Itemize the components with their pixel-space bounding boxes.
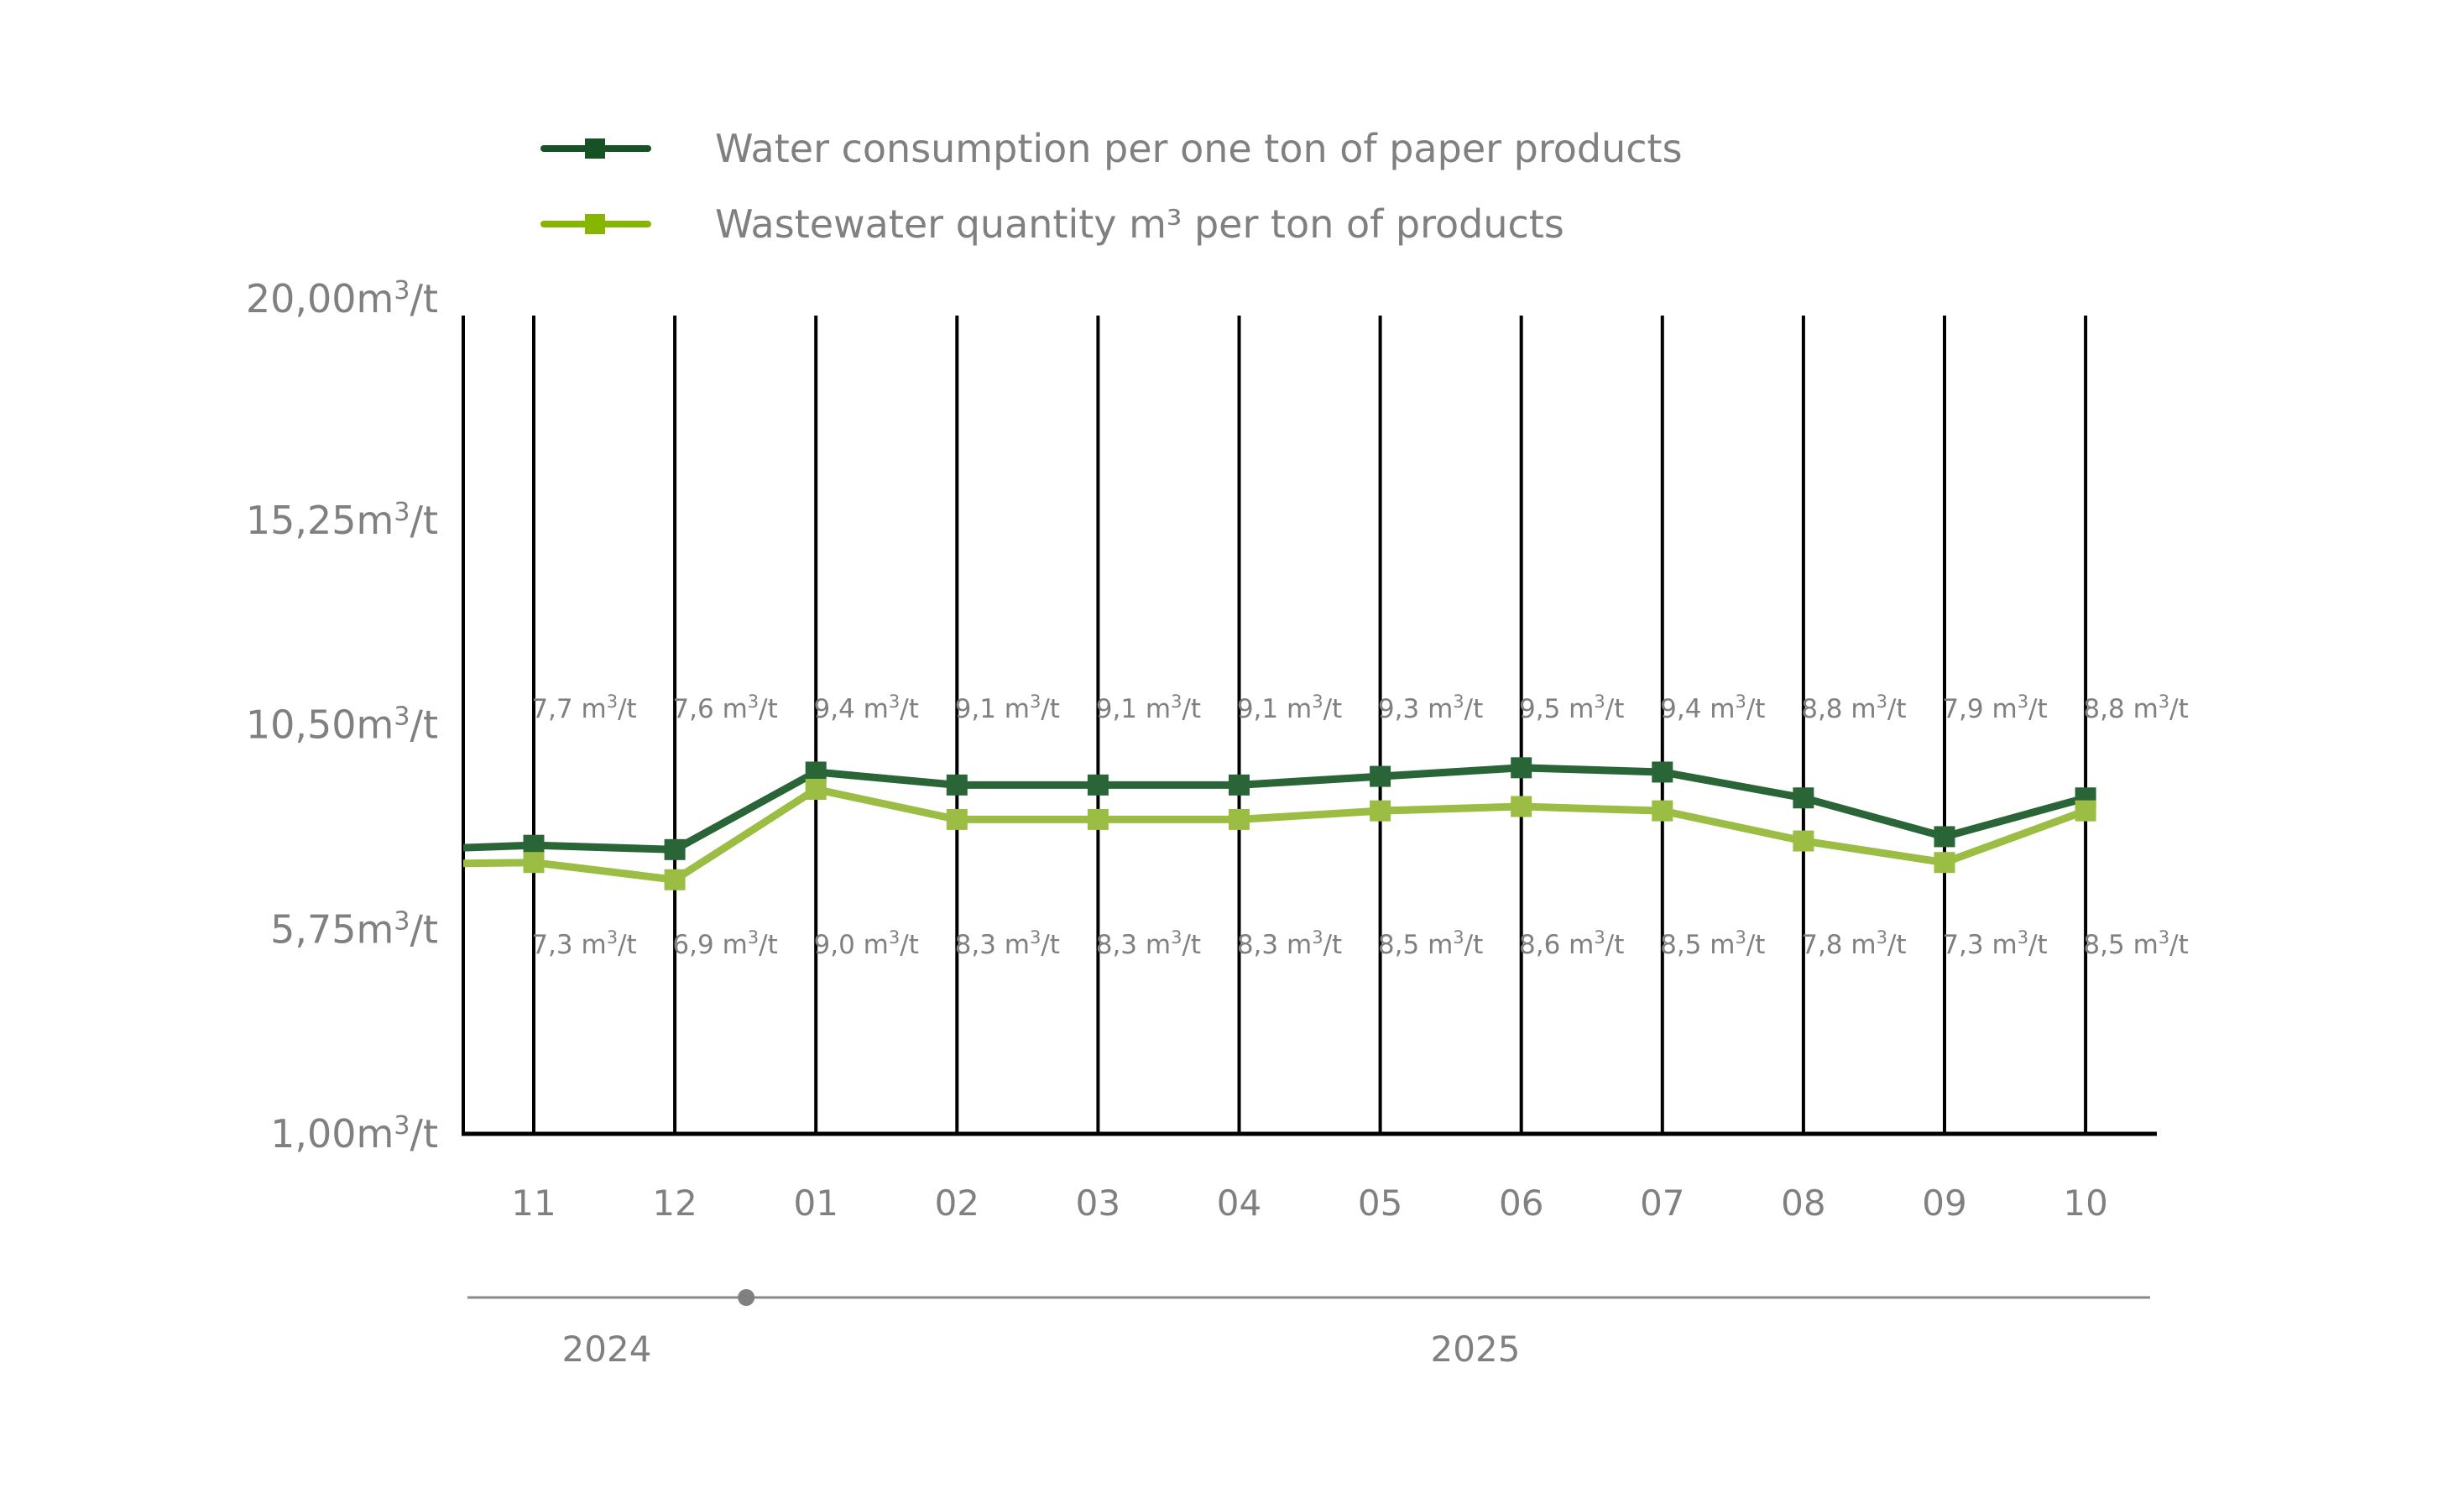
data-labels: 7,7 m3/t 7,6 m3/t 9,4 m3/t 9,1 m3/t 9,1 m3/t… (531, 692, 2188, 960)
data-label-wastewater: 8,5 m3/t (1378, 927, 1483, 960)
data-point-marker-12 (664, 838, 686, 860)
data-point-marker-10 (2075, 800, 2096, 822)
data-point-marker-02 (946, 808, 968, 830)
data-label-water: 8,8 m3/t (1801, 692, 1906, 724)
series-wastewater-quantity (462, 778, 2096, 890)
x-tick-label: 08 (1781, 1183, 1825, 1224)
data-point-marker-04 (1229, 808, 1250, 830)
year-timeline: 2024 2025 (467, 1289, 2150, 1370)
x-tick-label: 03 (1076, 1183, 1120, 1224)
data-label-water: 9,1 m3/t (1096, 692, 1201, 724)
data-label-water: 9,4 m3/t (1660, 692, 1765, 724)
y-tick-label: 10,50m3/t (246, 702, 438, 748)
data-label-wastewater: 9,0 m3/t (814, 927, 919, 960)
x-tick-label: 04 (1217, 1183, 1261, 1224)
series-lines (462, 757, 2096, 890)
series-water-consumption (462, 757, 2096, 860)
data-label-water: 7,9 m3/t (1942, 692, 2047, 724)
vertical-gridlines (532, 316, 2088, 1134)
data-point-marker-07 (1652, 800, 1673, 822)
y-tick-label: 20,00m3/t (246, 276, 438, 321)
series-line (462, 764, 2087, 854)
x-tick-label: 09 (1922, 1183, 1966, 1224)
data-point-marker-02 (946, 774, 968, 796)
data-label-wastewater: 6,9 m3/t (672, 927, 777, 960)
data-label-water: 9,3 m3/t (1378, 692, 1483, 724)
data-label-wastewater: 7,3 m3/t (531, 927, 636, 960)
data-label-wastewater: 8,5 m3/t (2083, 927, 2188, 960)
data-point-marker-05 (1370, 800, 1391, 822)
x-tick-label: 06 (1499, 1183, 1543, 1224)
data-label-water: 7,6 m3/t (672, 692, 777, 724)
data-point-marker-09 (1934, 826, 1955, 848)
data-label-wastewater: 7,3 m3/t (1942, 927, 2047, 960)
data-point-marker-06 (1511, 757, 1532, 779)
y-tick-label: 1,00m3/t (270, 1111, 438, 1156)
x-tick-label: 07 (1640, 1183, 1684, 1224)
legend-marker-icon (585, 138, 605, 159)
x-tick-label: 02 (935, 1183, 979, 1224)
data-label-water: 8,8 m3/t (2083, 692, 2188, 724)
data-point-marker-08 (1793, 787, 1814, 809)
data-label-wastewater: 7,8 m3/t (1801, 927, 1906, 960)
data-point-marker-03 (1087, 808, 1109, 830)
y-tick-label: 5,75m3/t (270, 906, 438, 952)
legend-label: Wastewater quantity m³ per ton of produc… (715, 201, 1564, 247)
x-tick-label: 12 (652, 1183, 697, 1224)
data-point-marker-07 (1652, 761, 1673, 783)
data-point-marker-09 (1934, 852, 1955, 874)
y-tick-label: 15,25m3/t (246, 498, 438, 543)
x-tick-label: 05 (1358, 1183, 1402, 1224)
year-divider-dot (738, 1289, 755, 1306)
year-label: 2025 (1431, 1329, 1521, 1370)
data-label-wastewater: 8,3 m3/t (1096, 927, 1201, 960)
x-tick-label: 11 (511, 1183, 556, 1224)
legend: Water consumption per one ton of paper p… (540, 126, 1683, 247)
data-point-marker-05 (1370, 765, 1391, 787)
data-point-marker-04 (1229, 774, 1250, 796)
data-label-water: 9,1 m3/t (1237, 692, 1342, 724)
x-axis-tick-labels: 11 12 01 02 03 04 05 06 07 08 09 10 (511, 1183, 2108, 1224)
year-label: 2024 (562, 1329, 652, 1370)
y-axis-tick-labels: 1,00m3/t 5,75m3/t 10,50m3/t 15,25m3/t 20,00m… (246, 276, 438, 1156)
data-label-wastewater: 8,3 m3/t (955, 927, 1060, 960)
data-point-marker-08 (1793, 830, 1814, 852)
data-label-wastewater: 8,6 m3/t (1519, 927, 1624, 960)
legend-item: Wastewater quantity m³ per ton of produc… (540, 201, 1564, 247)
legend-label: Water consumption per one ton of paper p… (715, 126, 1683, 171)
data-point-marker-01 (805, 778, 827, 800)
data-point-marker-12 (664, 869, 686, 890)
x-tick-label: 10 (2063, 1183, 2107, 1224)
data-label-water: 9,4 m3/t (814, 692, 919, 724)
legend-marker-icon (585, 214, 605, 234)
data-label-wastewater: 8,3 m3/t (1237, 927, 1342, 960)
data-label-water: 9,1 m3/t (955, 692, 1060, 724)
data-label-water: 7,7 m3/t (531, 692, 636, 724)
legend-item: Water consumption per one ton of paper p… (540, 126, 1683, 171)
data-label-wastewater: 8,5 m3/t (1660, 927, 1765, 960)
data-label-water: 9,5 m3/t (1519, 692, 1624, 724)
data-point-marker-06 (1511, 796, 1532, 817)
axes (462, 316, 2157, 1136)
data-point-marker-11 (523, 852, 545, 874)
x-tick-label: 01 (793, 1183, 838, 1224)
data-point-marker-03 (1087, 774, 1109, 796)
